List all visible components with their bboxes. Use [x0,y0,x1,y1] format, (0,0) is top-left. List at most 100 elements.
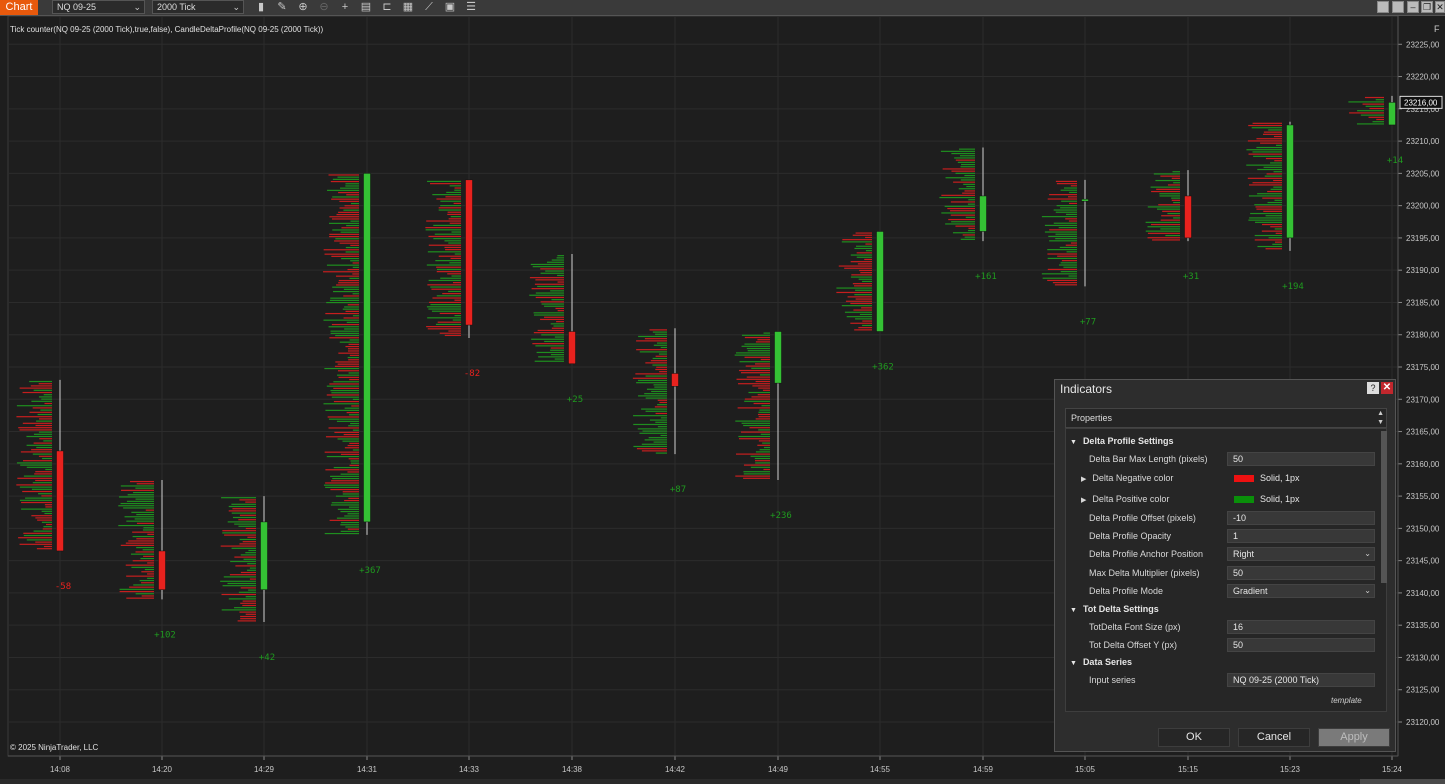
apply-button[interactable]: Apply [1318,728,1390,747]
template-link[interactable]: template [1331,696,1362,705]
strategy-icon[interactable]: ⟋ [425,1,433,13]
bar-max-length-field[interactable]: 50 [1227,452,1375,466]
negative-color-picker[interactable]: Solid, 1px [1234,473,1300,483]
delta-profile-bar [659,371,667,373]
delta-profile-bar [652,364,667,366]
indicators-icon[interactable]: ▦ [402,1,414,13]
delta-profile-bar [43,440,52,442]
delta-profile-bar [31,488,52,490]
draw-pencil-icon[interactable]: ✎ [277,1,287,13]
section-data-series[interactable]: ▼ Data Series [1070,657,1132,667]
properties-title: Properties [1071,413,1113,423]
indicator-label: Tick counter(NQ 09-25 (2000 Tick),true,f… [10,25,324,34]
delta-profile-bar [123,507,154,509]
offset-y-field[interactable]: 50 [1227,638,1375,652]
delta-profile-bar [741,345,770,347]
tile-window-icon[interactable] [1377,1,1389,13]
delta-profile-bar [851,274,872,276]
delta-profile-bar [532,343,564,345]
delta-profile-bar [1165,234,1180,237]
delta-profile-bar [231,547,256,549]
delta-profile-bar [533,314,564,316]
negative-color-swatch [1234,475,1254,483]
delta-profile-bar [1056,205,1077,207]
delta-profile-bar [344,515,359,517]
delta-profile-bar [435,260,461,262]
delta-profile-bar [32,453,52,455]
font-size-field[interactable]: 16 [1227,620,1375,634]
positive-color-picker[interactable]: Solid, 1px [1234,494,1300,504]
delta-profile-bar [757,444,770,446]
properties-icon[interactable]: ▤ [360,1,372,13]
delta-profile-bar [39,438,52,440]
delta-profile-bar [850,261,872,263]
delta-profile-bar [555,307,564,310]
close-icon[interactable]: ✕ [1435,1,1445,13]
delta-profile-bar [245,501,256,503]
delta-profile-bar [1252,122,1282,124]
prop-label-negative-color: Delta Negative color [1092,473,1174,483]
prop-row-negative-color[interactable]: ▶ Delta Negative color [1081,473,1173,483]
delta-profile-bar [23,534,52,537]
list-icon[interactable]: ☰ [466,1,476,13]
help-icon[interactable]: ? [1367,382,1379,394]
delta-profile-bar [743,473,770,475]
delta-profile-bar [1159,193,1180,195]
delta-profile-bar [1158,204,1180,206]
section-title: Tot Delta Settings [1082,604,1159,614]
delta-profile-bar [660,346,667,349]
candle-body [260,521,268,590]
delta-profile-bar [1145,221,1180,223]
calculator-icon[interactable]: ▣ [444,1,456,13]
y-tick-label: 23225,00 [1406,40,1440,49]
delta-profile-bar [29,380,52,383]
instrument-selector[interactable]: NQ 09-25 ⌄ [52,0,145,14]
delta-profile-bar [1049,194,1077,196]
tile-window-icon[interactable] [1392,1,1404,13]
delta-profile-bar [657,404,667,406]
opacity-field[interactable]: 1 [1227,529,1375,543]
zoom-out-icon[interactable]: ⊖ [319,1,329,13]
max-multiplier-field[interactable]: 50 [1227,566,1375,580]
delta-profile-bar [944,205,975,207]
template-icon[interactable]: ⊏ [382,1,392,13]
zoom-in-icon[interactable]: ⊕ [298,1,308,13]
delta-profile-bar [850,302,872,305]
delta-profile-bar [660,417,667,419]
delta-profile-bar [550,349,564,351]
ok-button[interactable]: OK [1158,728,1230,747]
sort-icon[interactable]: ▲ ▼ [1377,410,1384,426]
close-icon[interactable]: ✕ [1381,382,1393,394]
input-series-field[interactable]: NQ 09-25 (2000 Tick) [1227,673,1375,687]
delta-profile-bar [844,267,872,269]
minimize-icon[interactable]: – [1407,1,1419,13]
delta-profile-bar [345,183,359,185]
delta-profile-bar [438,255,461,257]
delta-profile-bar [554,336,564,338]
section-delta-profile[interactable]: ▼ Delta Profile Settings [1070,436,1173,446]
delta-profile-bar [960,238,975,240]
delta-profile-bar [340,524,359,526]
delta-profile-bar [945,177,975,179]
offset-field[interactable]: -10 [1227,511,1375,525]
delta-profile-bar [1250,212,1282,215]
delta-profile-bar [860,272,872,274]
delta-profile-bar [248,549,256,552]
axis-f-marker[interactable]: F [1434,24,1440,34]
delta-profile-bar [636,382,667,384]
section-tot-delta[interactable]: ▼ Tot Delta Settings [1070,604,1159,614]
positive-color-swatch [1234,496,1254,504]
scrollbar[interactable] [1381,431,1387,583]
delta-profile-bar [865,236,872,239]
delta-profile-bar [744,398,770,400]
chart-tab[interactable]: Chart [0,0,38,15]
prop-row-positive-color[interactable]: ▶ Delta Positive color [1081,494,1169,504]
mode-select[interactable]: Gradient ⌄ [1227,584,1375,598]
bar-chart-icon[interactable]: ▮ [257,1,265,13]
cancel-button[interactable]: Cancel [1238,728,1310,747]
section-title: Data Series [1082,657,1132,667]
anchor-select[interactable]: Right ⌄ [1227,547,1375,561]
period-selector[interactable]: 2000 Tick ⌄ [152,0,244,14]
crosshair-icon[interactable]: + [341,1,349,13]
restore-icon[interactable]: ❐ [1421,1,1433,13]
